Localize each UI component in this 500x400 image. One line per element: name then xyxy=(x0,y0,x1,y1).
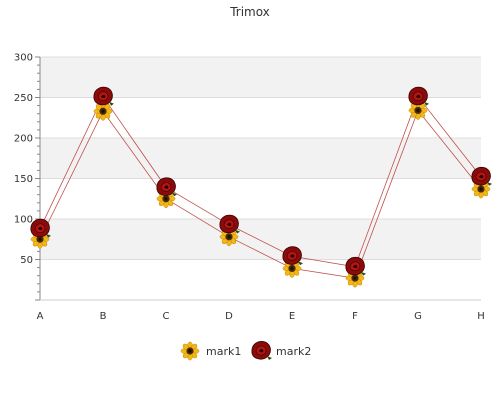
legend-marker-mark2 xyxy=(251,340,273,361)
x-tick-label: E xyxy=(289,311,295,322)
legend: mark1 mark2 xyxy=(180,340,311,361)
legend-label-mark2: mark2 xyxy=(276,345,311,358)
grid-band xyxy=(40,178,481,219)
grid-band xyxy=(40,57,481,98)
grid-band xyxy=(40,259,481,300)
x-tick-label: G xyxy=(414,311,422,322)
axes xyxy=(35,56,481,301)
y-tick-label: 300 xyxy=(14,53,33,64)
y-tick-label: 200 xyxy=(14,134,33,145)
chart-title: Trimox xyxy=(229,5,270,19)
data-point-mark2 xyxy=(471,166,493,187)
grid-band xyxy=(40,97,481,138)
x-tick-label: F xyxy=(352,311,358,322)
legend-marker-mark1 xyxy=(180,341,200,361)
x-tick-label: C xyxy=(163,311,170,322)
grid-band xyxy=(40,219,481,260)
x-tick-label: D xyxy=(225,311,233,322)
x-tick-label: H xyxy=(477,311,485,322)
x-tick-label: A xyxy=(37,311,44,322)
series-line-mark2 xyxy=(39,95,482,268)
x-tick-label: B xyxy=(100,311,107,322)
legend-label-mark1: mark1 xyxy=(206,345,241,358)
y-tick-label: 100 xyxy=(14,215,33,226)
y-tick-label: 250 xyxy=(14,93,33,104)
grid-band xyxy=(40,138,481,179)
y-tick-label: 50 xyxy=(20,255,33,266)
tick-labels: 50 100 150 200 250 300 A B C D E F G H xyxy=(14,53,485,323)
series-lines xyxy=(39,95,482,279)
series-line-mark1 xyxy=(39,109,482,279)
y-tick-label: 150 xyxy=(14,174,33,185)
grid-bands xyxy=(40,57,481,300)
